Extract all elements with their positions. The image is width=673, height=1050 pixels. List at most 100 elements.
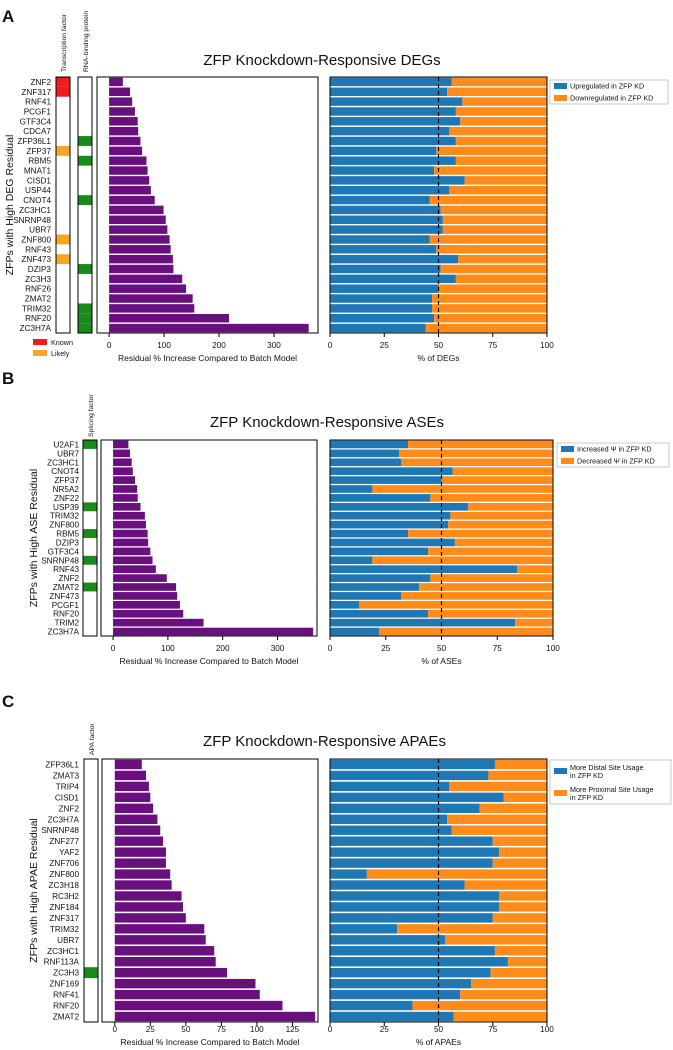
gene-label: ZC3H18 [49,881,80,890]
annotation-cell [78,303,92,314]
gene-label: RBM5 [56,530,79,539]
residual-bar [114,836,164,846]
gene-label: DZIP3 [28,265,52,274]
split-bar-second [517,565,553,574]
split-bar-first [330,215,443,225]
split-bar-first [330,556,373,565]
legend-label: More Proximal Site Usage in ZFP KD [570,785,654,802]
panel-b: B ZFP Knockdown-Responsive ASEs ZFPs with … [2,369,670,666]
split-tick-label: 100 [540,341,554,350]
residual-bar [109,107,135,116]
split-bar-second [450,511,553,520]
split-bar-first [330,902,500,912]
residual-x-axis-label: Residual % Increase Compared to Batch Mo… [120,1037,299,1047]
split-bar-first [330,869,367,879]
legend-label: More Distal Site Usage in ZFP KD [570,763,644,780]
residual-bar [109,77,123,87]
split-bar-second [468,502,553,511]
residual-bar [113,565,156,574]
residual-bar [109,274,183,284]
split-bar-second [372,485,553,493]
split-bar-second [429,235,547,244]
gene-label: GTF3C4 [20,117,52,126]
residual-bar [109,146,143,156]
annotation-legend-label: Known [51,338,73,347]
split-bar-second [490,967,547,978]
residual-x-axis-label: Residual % Increase Compared to Batch Mo… [118,353,297,363]
residual-bar [114,1000,283,1011]
residual-bar [109,284,187,293]
annotation-cell [56,254,70,265]
residual-bar [114,825,161,835]
annotation-column-frame [82,439,98,637]
residual-tick-label: 125 [286,1025,300,1034]
gene-label: ZNF800 [21,235,51,244]
split-bar-second [440,264,547,274]
split-bar-first [330,176,465,185]
split-bar-second [429,195,547,205]
residual-bar [109,313,229,323]
split-tick-label: 25 [380,341,390,350]
split-bar-second [434,313,547,323]
split-bar-first [330,485,373,493]
residual-bar [114,989,260,1000]
annotation-column-label: APA factor [89,723,96,755]
annotation-column-frame [77,76,93,334]
annotation-cell [83,529,97,538]
residual-bar [113,458,132,467]
chart-title: ZFP Knockdown-Responsive DEGs [203,52,440,69]
annotation-cell [83,582,97,592]
split-bar-first [330,880,465,890]
split-bar-first [330,792,504,803]
gene-label: TRIP4 [56,782,80,791]
gene-label: ZNF2 [31,78,52,87]
gene-label: ZC3H3 [53,969,79,978]
split-bar-second [408,440,553,449]
panel-letter: A [2,7,14,26]
split-x-axis-label: % of ASEs [421,656,461,666]
split-bar-second [479,803,547,814]
residual-bar [109,195,155,205]
gene-label: ZNF184 [49,903,79,912]
residual-bar [113,592,178,600]
split-bar-first [330,935,446,945]
split-bar-first [330,494,431,502]
split-bar-second [447,87,547,97]
y-axis-label: ZFPs with High APAE Residual [28,818,40,963]
split-bar-second [455,156,547,165]
residual-bar [114,770,147,781]
gene-label: DZIP3 [56,538,80,547]
gene-label: MNAT1 [24,167,52,176]
split-bar-first [330,235,430,244]
gene-label: ZC3HC1 [47,458,79,467]
split-bar-second [494,946,547,956]
annotation-cell [78,323,92,333]
split-bar-first [330,502,469,511]
annotation-cell [78,195,92,205]
split-bar-first [330,574,431,582]
residual-bar [113,529,148,538]
gene-label: ZFP37 [26,147,51,156]
split-tick-label: 75 [493,644,503,653]
gene-label: CNOT4 [23,196,51,205]
residual-tick-label: 0 [107,341,112,350]
residual-tick-label: 75 [217,1025,227,1034]
gene-label: RBM5 [28,157,51,166]
split-bar-second [425,323,547,333]
split-bar-first [330,957,508,967]
gene-label: PCGF1 [52,601,80,610]
residual-bar [113,600,180,609]
split-bar-first [330,978,472,989]
gene-label: ZC3H7A [20,324,52,333]
split-bar-second [499,891,547,901]
residual-tick-label: 25 [146,1025,156,1034]
split-bar-first [330,913,493,923]
split-bar-second [454,538,553,547]
split-tick-label: 50 [434,341,444,350]
residual-tick-label: 200 [216,644,230,653]
split-bar-second [358,600,553,609]
residual-bar [109,126,139,136]
split-bar-first [330,107,456,116]
annotation-legend-swatch [33,339,47,345]
residual-bar [114,913,186,923]
